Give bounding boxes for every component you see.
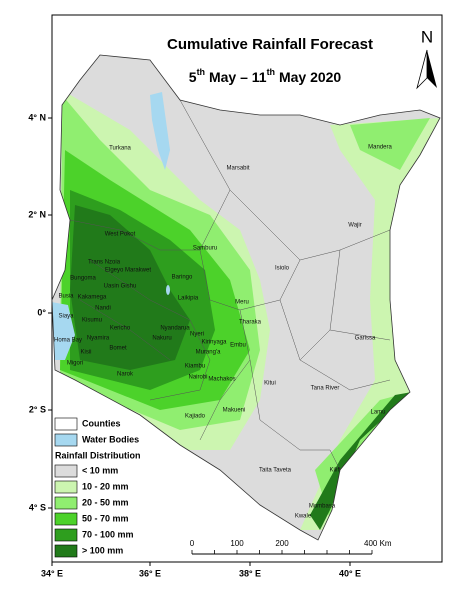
- date-part: May – 11: [205, 69, 267, 85]
- latitude-label: 4° N: [28, 112, 46, 122]
- kenya-outline: [51, 54, 441, 541]
- scale-label: 0: [190, 539, 195, 548]
- legend-swatch: [54, 512, 78, 526]
- longitude-label: 34° E: [41, 568, 63, 578]
- latitude-label: 2° N: [28, 209, 46, 219]
- county-label: Siaya: [58, 314, 74, 320]
- county-label: Murang'a: [196, 350, 221, 356]
- legend-heading: Rainfall Distribution: [55, 450, 141, 460]
- lake-victoria: [52, 300, 75, 360]
- county-label: Nairobi: [188, 375, 207, 381]
- county-label: Kisumu: [82, 318, 102, 324]
- county-label: West Pokot: [105, 232, 136, 238]
- county-label: Kericho: [110, 326, 131, 332]
- north-label: N: [421, 27, 433, 46]
- county-label: Nyandarua: [160, 326, 190, 332]
- county-label: Samburu: [193, 246, 217, 252]
- county-label: Laikipia: [178, 296, 199, 302]
- county-label: Kilifi: [329, 468, 340, 474]
- county-label: Taita Taveta: [259, 468, 292, 474]
- county-label: Tharaka: [239, 320, 262, 326]
- county-label: Nandi: [95, 306, 111, 312]
- county-label: Busia: [58, 294, 74, 300]
- county-label: Mandera: [368, 145, 392, 151]
- county-label: Trans Nzoia: [88, 260, 121, 266]
- rain-zone: [70, 205, 190, 370]
- legend-swatch: [54, 544, 78, 558]
- longitude-label: 36° E: [139, 568, 161, 578]
- legend-label: 10 - 20 mm: [82, 481, 129, 491]
- date-part: 5: [189, 69, 197, 85]
- legend-swatch: [54, 496, 78, 510]
- county-label: Uasin Gishu: [104, 284, 137, 290]
- legend-swatch: [54, 433, 78, 447]
- coordinates: 4° N 2° N 0° 2° S 4° S 34° E 36° E 38° E 40° E: [28, 112, 361, 578]
- scale-bar: 0 100 200 400 Km: [190, 539, 392, 555]
- north-arrow: [427, 50, 437, 88]
- date-range: 5th May – 11th May 2020: [189, 67, 342, 84]
- scale-label: 200: [275, 539, 289, 548]
- date-part: th: [267, 67, 276, 77]
- legend-label: Counties: [82, 418, 121, 428]
- county-label: Mombasa: [309, 504, 336, 510]
- legend-label: Water Bodies: [82, 434, 139, 444]
- latitude-label: 0°: [37, 307, 46, 317]
- legend-swatch: [54, 480, 78, 494]
- county-label: Narok: [117, 372, 134, 378]
- legend-label: 50 - 70 mm: [82, 513, 129, 523]
- county-label: Nyamira: [87, 336, 110, 342]
- county-label: Bomet: [109, 346, 127, 352]
- scale-label: 400 Km: [364, 539, 392, 548]
- latitude-label: 2° S: [29, 404, 46, 414]
- county-label: Kakamega: [78, 295, 107, 301]
- county-label: Lamu: [370, 410, 385, 416]
- county-label: Bungoma: [70, 276, 96, 282]
- map-title: Cumulative Rainfall Forecast: [167, 36, 373, 53]
- longitude-label: 40° E: [339, 568, 361, 578]
- date-part: May 2020: [275, 69, 341, 85]
- legend-swatch: [54, 464, 78, 478]
- county-label: Turkana: [109, 146, 131, 152]
- county-label: Embu: [230, 343, 246, 349]
- county-label: Kiambu: [185, 364, 205, 370]
- legend-label: 70 - 100 mm: [82, 529, 134, 539]
- date-part: th: [197, 67, 206, 77]
- county-label: Kajiado: [185, 414, 206, 420]
- county-label: Meru: [235, 300, 249, 306]
- legend-label: < 10 mm: [82, 465, 118, 475]
- county-label: Migori: [67, 361, 83, 367]
- county-label: Baringo: [172, 275, 193, 281]
- lake-turkana: [150, 92, 170, 170]
- lake-baringo: [166, 285, 170, 295]
- legend-label: > 100 mm: [82, 545, 123, 555]
- county-label: Machakos: [208, 377, 235, 383]
- legend-swatch: [54, 528, 78, 542]
- county-label: Tana River: [311, 386, 340, 392]
- scale-label: 100: [230, 539, 244, 548]
- legend-label: 20 - 50 mm: [82, 497, 129, 507]
- county-label: Kitui: [264, 381, 276, 387]
- latitude-label: 4° S: [29, 502, 46, 512]
- rain-zone: [315, 392, 410, 520]
- county-label: Elgeyo Marakwet: [105, 268, 151, 274]
- county-label: Makueni: [223, 408, 246, 414]
- county-label: Nyeri: [190, 332, 204, 338]
- county-label: Kisii: [80, 350, 91, 356]
- county-label: Marsabit: [226, 166, 249, 172]
- county-label: Garissa: [355, 336, 376, 342]
- legend: Counties Water Bodies Rainfall Distributio…: [54, 417, 141, 558]
- county-labels: Turkana Marsabit Mandera Wajir Isiolo Samburu…: [54, 145, 393, 520]
- county-borders: [69, 99, 391, 471]
- legend-swatch: [54, 417, 78, 431]
- county-label: Isiolo: [275, 266, 290, 272]
- county-label: Homa Bay: [54, 338, 82, 344]
- county-label: Wajir: [348, 223, 361, 229]
- longitude-label: 38° E: [239, 568, 261, 578]
- county-label: Kwale: [295, 514, 312, 520]
- county-label: Nakuru: [152, 336, 171, 342]
- county-label: Kirinyaga: [201, 340, 227, 346]
- rain-zone: [350, 118, 430, 170]
